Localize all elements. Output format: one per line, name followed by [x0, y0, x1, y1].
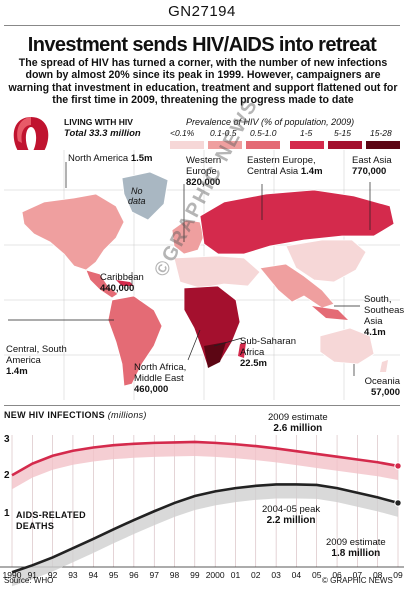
region-caribbean: Caribbean 440,000 [100, 272, 144, 294]
x-tick-label: 02 [251, 570, 261, 580]
series-line-0 [11, 440, 399, 477]
intro-text: The spread of HIV has turned a corner, w… [8, 57, 398, 107]
chart-title: NEW HIV INFECTIONS (millions) [4, 410, 147, 420]
x-tick-label: 94 [89, 570, 99, 580]
y-tick-label: 1 [4, 508, 10, 519]
legend-swatch [366, 141, 400, 149]
legend-key-label: 0.1-0.5 [210, 128, 237, 138]
annotation-infections-2009: 2009 estimate 2.6 million [268, 412, 328, 434]
legend-keys: <0.1% 0.1-0.5 0.5-1.0 1-5 5-15 15-28 [170, 128, 402, 138]
graphic-news-credit: © GRAPHIC NEWS [322, 576, 393, 585]
x-tick-label: 92 [48, 570, 58, 580]
top-divider [4, 25, 400, 26]
legend-swatch [246, 141, 280, 149]
legend-key-label: 15-28 [370, 128, 392, 138]
region-east-asia: East Asia 770,000 [352, 155, 392, 177]
y-tick-label: 2 [4, 470, 10, 481]
legend-key-label: <0.1% [170, 128, 195, 138]
x-tick-label: 05 [312, 570, 322, 580]
legend-swatch [290, 141, 324, 149]
x-tick-label: 96 [129, 570, 139, 580]
region-central-south-america: Central, South America 1.4m [6, 344, 67, 377]
x-tick-label: 97 [149, 570, 159, 580]
x-tick-label: 06 [332, 570, 342, 580]
series-endpoint-0 [394, 462, 402, 470]
x-tick-label: 93 [68, 570, 78, 580]
series-line-1 [11, 483, 399, 574]
annotation-deaths-peak: 2004-05 peak 2.2 million [262, 504, 321, 526]
world-map: No data North America 1.5m Western Europe 8… [4, 150, 404, 400]
annotation-deaths-2009: 2009 estimate 1.8 million [326, 537, 386, 559]
series-band-1 [12, 484, 398, 587]
source-credit: Source: WHO [4, 576, 54, 585]
living-with-hiv-title: LIVING WITH HIV [64, 117, 133, 127]
region-western-europe: Western Europe 820,000 [186, 155, 222, 188]
x-tick-label: 01 [231, 570, 241, 580]
x-tick-label: 09 [393, 570, 403, 580]
x-tick-label: 99 [190, 570, 200, 580]
legend-swatch [208, 141, 242, 149]
x-tick-label: 98 [170, 570, 180, 580]
x-tick-label: 1990 [3, 570, 22, 580]
region-eastern-europe-central-asia: Eastern Europe, Central Asia 1.4m [247, 155, 323, 177]
chart-divider [4, 405, 400, 406]
region-north-africa-middle-east: North Africa, Middle East 460,000 [134, 362, 187, 395]
legend-key-label: 1-5 [300, 128, 313, 138]
graphic-code: GN27194 [168, 3, 236, 20]
legend-swatch [328, 141, 362, 149]
legend-key-label: 5-15 [334, 128, 352, 138]
series-endpoint-1 [394, 499, 402, 507]
x-tick-label: 07 [353, 570, 363, 580]
legend-swatch [170, 141, 204, 149]
y-tick-label: 3 [4, 434, 10, 445]
legend-key-label: 0.5-1.0 [250, 128, 277, 138]
region-south-southeast-asia: South, Southeast Asia 4.1m [364, 294, 404, 338]
region-sub-saharan-africa: Sub-Saharan Africa 22.5m [240, 336, 296, 369]
x-tick-label: 2000 [206, 570, 225, 580]
series-band-0 [12, 441, 398, 490]
x-tick-label: 95 [109, 570, 119, 580]
region-oceania: Oceania 57,000 [364, 376, 400, 398]
region-north-america: North America 1.5m [68, 153, 153, 164]
legend-title: Prevalence of HIV (% of population, 2009… [186, 117, 355, 127]
deaths-series-label: AIDS-RELATED DEATHS [16, 510, 86, 531]
living-with-hiv-total: Total 33.3 million [64, 128, 141, 139]
infections-deaths-chart: 1990 91 92 93 94 95 96 97 98 99 2000 01 02 03 04 05 06 07… [0, 435, 404, 587]
no-data-label: No data [128, 186, 146, 206]
x-tick-label: 03 [271, 570, 281, 580]
x-tick-label: 91 [28, 570, 38, 580]
x-tick-label: 08 [373, 570, 383, 580]
headline: Investment sends HIV/AIDS into retreat [27, 34, 377, 56]
x-tick-label: 04 [292, 570, 302, 580]
world-map-shapes [4, 150, 400, 400]
